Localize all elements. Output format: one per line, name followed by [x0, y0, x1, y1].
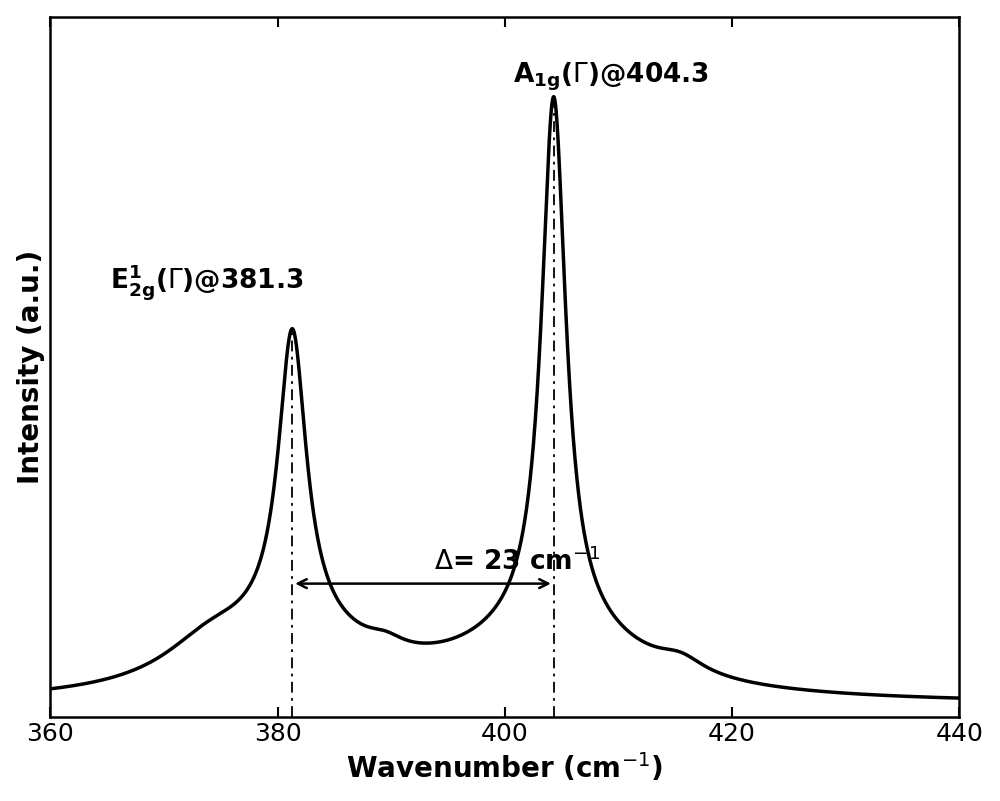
Y-axis label: Intensity (a.u.): Intensity (a.u.): [17, 250, 45, 484]
Text: $\Delta$= 23 cm$^{-1}$: $\Delta$= 23 cm$^{-1}$: [434, 547, 600, 576]
X-axis label: Wavenumber (cm$^{-1}$): Wavenumber (cm$^{-1}$): [346, 751, 663, 784]
Text: $\mathbf{A}_{\mathbf{1g}}$$\mathbf{(}$$\mathit{\Gamma}$$\mathbf{)@404.3}$: $\mathbf{A}_{\mathbf{1g}}$$\mathbf{(}$$\…: [513, 61, 708, 94]
Text: $\mathbf{E}^{\mathbf{1}}_{\mathbf{2g}}$$\mathbf{(}$$\mathit{\Gamma}$$\mathbf{)@3: $\mathbf{E}^{\mathbf{1}}_{\mathbf{2g}}$$…: [110, 262, 304, 302]
